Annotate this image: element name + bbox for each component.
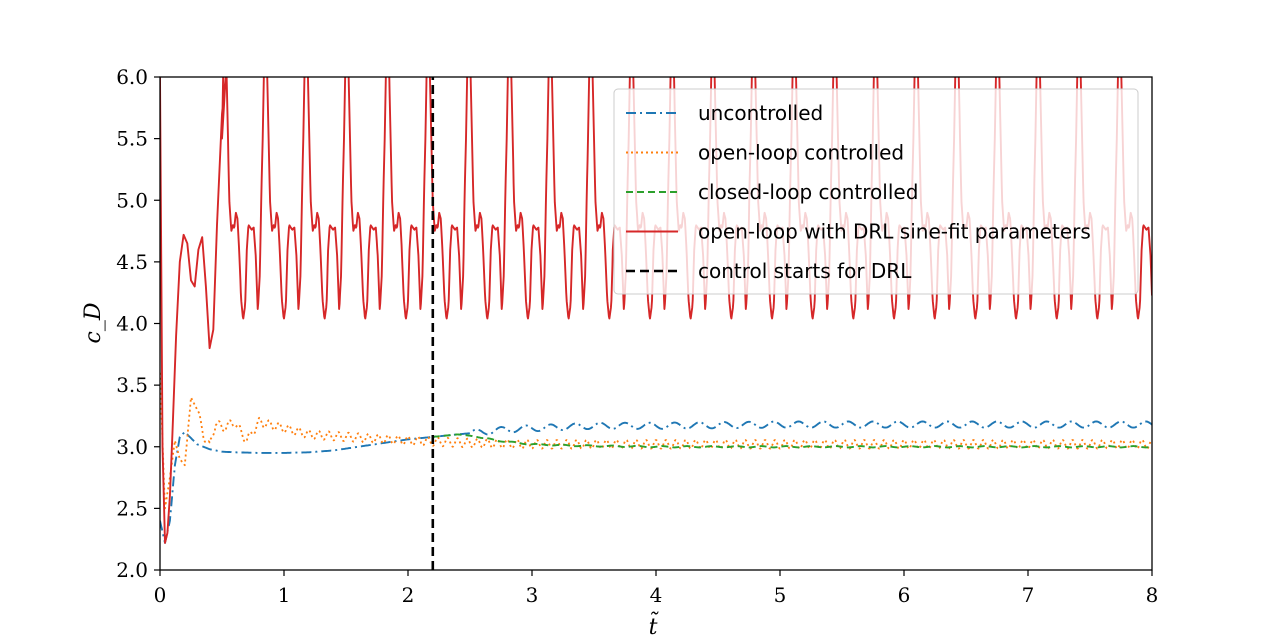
legend-label-open-loop-with-drl-sine-fit-parameters: open-loop with DRL sine-fit parameters (698, 220, 1091, 244)
y-tick-label: 2.5 (116, 496, 148, 520)
legend-label-open-loop-controlled: open-loop controlled (698, 141, 904, 165)
y-tick-label: 3.0 (116, 435, 148, 459)
x-tick-label: 1 (278, 583, 291, 607)
x-axis-label: t̃ (649, 610, 660, 640)
x-tick-label: 5 (774, 583, 787, 607)
series-line-closed-loop-controlled (432, 433, 1152, 449)
legend-label-uncontrolled: uncontrolled (698, 101, 823, 125)
y-tick-label: 6.0 (116, 65, 148, 89)
y-tick-label: 2.0 (116, 558, 148, 582)
x-tick-label: 0 (154, 583, 167, 607)
x-axis: 0 1 2 3 4 5 6 7 8 (154, 570, 1159, 607)
legend-box (613, 88, 1139, 295)
y-tick-label: 5.5 (116, 127, 148, 151)
series-line-uncontrolled (160, 420, 1152, 544)
x-tick-label: 7 (1022, 583, 1035, 607)
y-axis-label: c_D (81, 302, 106, 343)
y-tick-label: 4.0 (116, 312, 148, 336)
legend-label-closed-loop-controlled: closed-loop controlled (698, 180, 918, 204)
y-tick-label: 3.5 (116, 373, 148, 397)
y-tick-label: 5.0 (116, 188, 148, 212)
x-tick-label: 6 (898, 583, 911, 607)
legend-label-control-starts-for-drl: control starts for DRL (698, 259, 912, 283)
y-tick-label: 4.5 (116, 250, 148, 274)
x-tick-label: 3 (526, 583, 539, 607)
x-tick-label: 8 (1146, 583, 1159, 607)
x-tick-label: 4 (650, 583, 663, 607)
x-tick-label: 2 (402, 583, 415, 607)
legend: uncontrolled open-loop controlled closed-l… (613, 88, 1139, 295)
series-line-open-loop-controlled (160, 372, 1152, 510)
y-axis: 2.0 2.5 3.0 3.5 4.0 4.5 5.0 5.5 6.0 (116, 65, 160, 582)
